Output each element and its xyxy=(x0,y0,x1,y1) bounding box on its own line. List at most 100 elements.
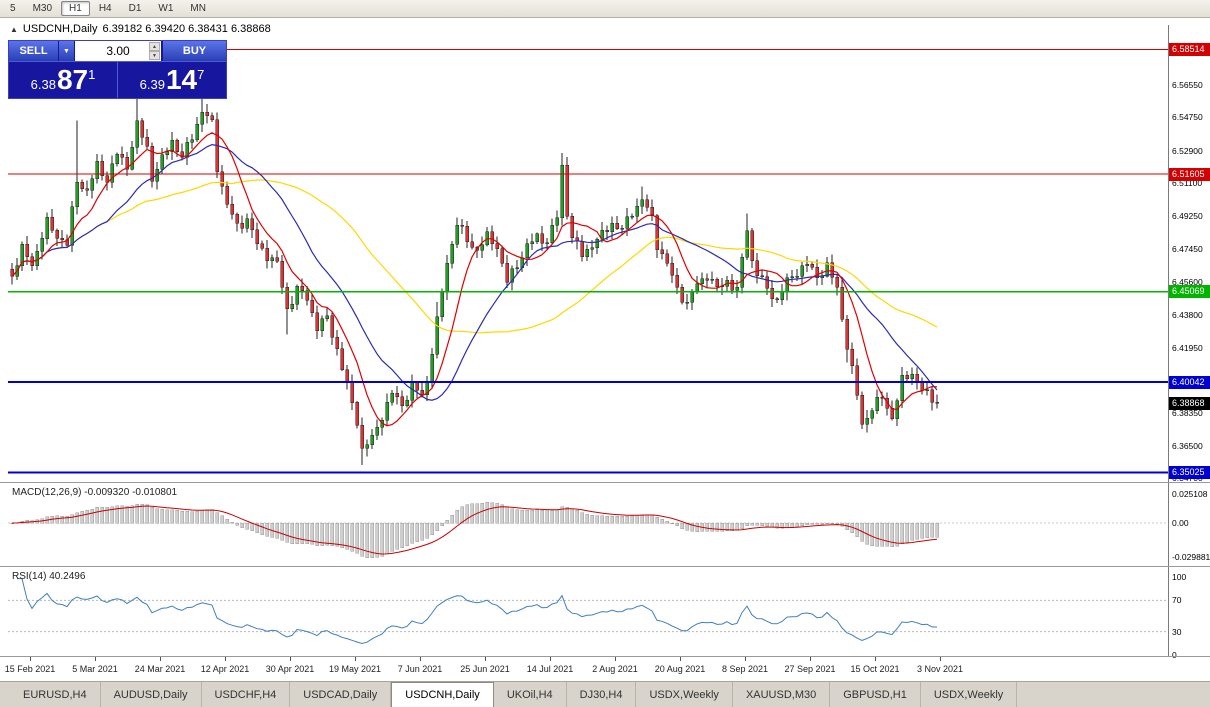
symbol-label: USDCNH,Daily xyxy=(22,23,98,35)
chart-tab-bar: EURUSD,H4 AUDUSD,Daily USDCHF,H4 USDCAD,Dai… xyxy=(0,681,1210,707)
time-axis-tick xyxy=(290,657,291,661)
time-axis-label: 24 Mar 2021 xyxy=(134,664,186,674)
timeframe-button-w1[interactable]: W1 xyxy=(158,3,174,14)
chart-tab-1-audusd-daily[interactable]: AUDUSD,Daily xyxy=(101,682,202,707)
chevron-down-icon: ▼ xyxy=(63,47,70,55)
macd-panel-canvas[interactable] xyxy=(8,484,1168,565)
time-axis-label: 14 Jul 2021 xyxy=(526,664,574,674)
time-axis-tick xyxy=(745,657,746,661)
time-axis-label: 12 Apr 2021 xyxy=(200,664,250,674)
panel-splitter[interactable] xyxy=(0,566,1210,567)
price-level-badge: 6.51605 xyxy=(1169,167,1210,181)
price-level-badge: 6.58514 xyxy=(1169,43,1210,57)
chart-tab-2-usdchf-h4[interactable]: USDCHF,H4 xyxy=(202,682,291,707)
sell-price-prefix: 6.38 xyxy=(30,77,56,92)
trade-panel-prices: 6.38 87 1 6.39 14 7 xyxy=(9,61,226,98)
panel-splitter[interactable] xyxy=(0,656,1210,657)
price-level-badge: 6.35025 xyxy=(1169,466,1210,479)
chart-tab-7-usdx-weekly[interactable]: USDX,Weekly xyxy=(636,682,733,707)
time-axis-label: 3 Nov 2021 xyxy=(916,664,964,674)
time-axis-label: 15 Feb 2021 xyxy=(4,664,56,674)
chart-tab-9-gbpusd-h1[interactable]: GBPUSD,H1 xyxy=(830,682,921,707)
sell-price[interactable]: 6.38 87 1 xyxy=(9,62,118,98)
rsi-axis-tick: 30 xyxy=(1172,626,1182,637)
price-level-badge: 6.40042 xyxy=(1169,375,1210,389)
time-axis-label: 25 Jun 2021 xyxy=(460,664,510,674)
volume-input[interactable]: 3.00 ▲ ▼ xyxy=(75,41,162,61)
timeframe-button-5[interactable]: 5 xyxy=(10,3,16,14)
price-level-badge: 6.38868 xyxy=(1169,396,1210,410)
time-axis-label: 7 Jun 2021 xyxy=(397,664,443,674)
price-axis-tick: 6.36500 xyxy=(1172,440,1203,451)
price-axis-tick: 6.38350 xyxy=(1172,407,1203,418)
time-axis-tick xyxy=(225,657,226,661)
price-axis-tick: 6.51100 xyxy=(1172,178,1203,189)
time-axis-label: 20 Aug 2021 xyxy=(654,664,706,674)
price-level-badge: 6.45069 xyxy=(1169,285,1210,299)
volume-spinner-up[interactable]: ▲ xyxy=(149,42,160,51)
time-axis-tick xyxy=(420,657,421,661)
time-axis-label: 19 May 2021 xyxy=(328,664,382,674)
time-axis-label: 5 Mar 2021 xyxy=(72,664,118,674)
chart-tab-10-usdx-weekly[interactable]: USDX,Weekly xyxy=(921,682,1018,707)
time-axis-tick xyxy=(485,657,486,661)
price-axis-tick: 6.41950 xyxy=(1172,342,1203,353)
time-axis-label: 27 Sep 2021 xyxy=(784,664,836,674)
volume-dropdown-button[interactable]: ▼ xyxy=(59,41,75,61)
buy-price-prefix: 6.39 xyxy=(139,77,165,92)
timeframe-button-h4[interactable]: H4 xyxy=(98,3,112,14)
chart-tab-6-dj30-h4[interactable]: DJ30,H4 xyxy=(567,682,637,707)
volume-value: 3.00 xyxy=(106,44,130,58)
rsi-axis-tick: 0 xyxy=(1172,650,1177,660)
price-axis[interactable]: 6.56550 6.54750 6.52900 6.51100 6.49250 6.474… xyxy=(1168,25,1210,660)
sell-price-sup: 1 xyxy=(88,66,96,82)
buy-price-sup: 7 xyxy=(197,66,205,82)
timeframe-toolbar: 5 M30 H1 H4 D1 W1 MN xyxy=(0,0,1210,18)
time-axis-tick xyxy=(875,657,876,661)
timeframe-button-d1[interactable]: D1 xyxy=(128,3,142,14)
price-axis-tick: 6.45600 xyxy=(1172,277,1203,288)
chart-tab-8-xauusd-m30[interactable]: XAUUSD,M30 xyxy=(733,682,831,707)
timeframe-button-m30[interactable]: M30 xyxy=(32,3,53,14)
time-axis-tick xyxy=(30,657,31,661)
sell-price-big: 87 xyxy=(56,64,89,95)
rsi-indicator-label: RSI(14) 40.2496 xyxy=(12,571,86,582)
time-axis-label: 30 Apr 2021 xyxy=(265,664,315,674)
rsi-panel-canvas[interactable] xyxy=(8,567,1168,656)
time-axis-label: 2 Aug 2021 xyxy=(592,664,638,674)
time-axis-tick xyxy=(160,657,161,661)
buy-button[interactable]: BUY xyxy=(162,41,226,61)
time-axis-tick xyxy=(940,657,941,661)
time-axis-label: 15 Oct 2021 xyxy=(850,664,900,674)
volume-spinner-down[interactable]: ▼ xyxy=(149,51,160,60)
macd-indicator-label: MACD(12,26,9) -0.009320 -0.010801 xyxy=(12,487,178,498)
time-axis-tick xyxy=(95,657,96,661)
chart-title: ▲ USDCNH,Daily 6.39182 6.39420 6.38431 6… xyxy=(10,23,271,35)
timeframe-button-mn[interactable]: MN xyxy=(190,3,206,14)
macd-axis-tick: 0.025108 xyxy=(1172,489,1208,500)
chart-tab-4-usdcnh-daily[interactable]: USDCNH,Daily xyxy=(391,682,494,707)
macd-axis-tick: 0.00 xyxy=(1172,518,1189,528)
sell-button[interactable]: SELL xyxy=(9,41,59,61)
time-axis[interactable]: 15 Feb 2021 5 Mar 2021 24 Mar 2021 12 Apr 2… xyxy=(0,657,1210,680)
price-axis-tick: 6.54750 xyxy=(1172,112,1203,123)
chart-tab-3-usdcad-daily[interactable]: USDCAD,Daily xyxy=(290,682,392,707)
chart-tab-5-ukoil-h4[interactable]: UKOil,H4 xyxy=(494,682,567,707)
chart-tab-0-eurusd-h4[interactable]: EURUSD,H4 xyxy=(10,682,101,707)
time-axis-tick xyxy=(550,657,551,661)
price-axis-tick: 6.52900 xyxy=(1172,145,1203,156)
collapse-panel-icon[interactable]: ▲ xyxy=(10,24,18,34)
ohlc-values: 6.39182 6.39420 6.38431 6.38868 xyxy=(102,23,271,35)
main-chart-canvas[interactable] xyxy=(8,25,1168,482)
timeframe-button-h1[interactable]: H1 xyxy=(61,1,90,16)
price-axis-tick: 6.56550 xyxy=(1172,80,1203,90)
one-click-trading-panel: SELL ▼ 3.00 ▲ ▼ BUY 6.38 87 1 6.39 14 7 xyxy=(8,40,227,99)
buy-price-big: 14 xyxy=(165,64,198,95)
buy-price[interactable]: 6.39 14 7 xyxy=(118,62,226,98)
panel-splitter[interactable] xyxy=(0,482,1210,483)
price-axis-tick: 6.43800 xyxy=(1172,309,1203,320)
time-axis-tick xyxy=(615,657,616,661)
time-axis-tick xyxy=(355,657,356,661)
price-axis-tick: 6.47450 xyxy=(1172,243,1203,254)
